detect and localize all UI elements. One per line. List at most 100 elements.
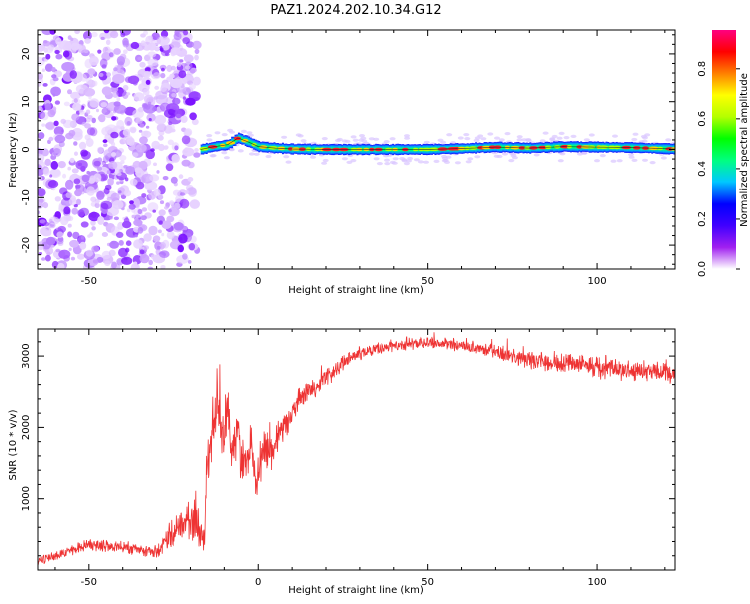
colorbar-tick-label: 0.6 <box>697 111 708 127</box>
noise-speckle <box>128 203 136 210</box>
noise-speckle <box>88 95 92 100</box>
noise-speckle <box>51 67 56 73</box>
noise-speckle <box>86 127 96 136</box>
noise-speckle <box>38 245 44 251</box>
noise-speckle <box>87 234 91 238</box>
noise-speckle <box>92 80 98 87</box>
noise-speckle <box>116 119 125 130</box>
noise-speckle <box>78 110 85 115</box>
noise-speckle <box>100 102 108 108</box>
noise-speckle <box>125 240 132 246</box>
noise-speckle <box>153 188 161 197</box>
noise-speckle <box>178 233 188 244</box>
ridge-halo <box>551 134 558 139</box>
noise-speckle <box>152 209 156 213</box>
x-tick-label: -50 <box>81 577 97 588</box>
noise-speckle <box>91 226 96 231</box>
ridge-halo <box>321 137 328 141</box>
noise-speckle <box>43 221 50 227</box>
noise-speckle <box>96 166 103 171</box>
noise-speckle <box>67 166 71 171</box>
noise-speckle <box>123 134 134 145</box>
noise-speckle <box>65 179 74 190</box>
x-tick-label: 50 <box>421 577 434 588</box>
noise-speckle <box>100 200 113 210</box>
noise-speckle <box>183 54 194 63</box>
ridge-halo <box>660 156 667 160</box>
noise-speckle <box>42 202 49 209</box>
ridge-halo <box>321 161 328 165</box>
snr-y-label: SNR (10 * v/v) <box>8 409 19 480</box>
noise-speckle <box>54 49 60 55</box>
noise-speckle <box>181 135 191 145</box>
noise-speckle <box>134 234 138 238</box>
noise-speckle <box>188 243 196 251</box>
colorbar-tick-label: 0.0 <box>697 261 708 277</box>
noise-speckle <box>182 30 189 36</box>
colorbar-tick-label: 0.8 <box>697 61 708 77</box>
noise-speckle <box>139 123 145 129</box>
ridge-halo <box>437 138 444 142</box>
noise-speckle <box>160 72 166 79</box>
ridge-halo <box>474 155 481 159</box>
ridge-halo <box>433 159 440 163</box>
noise-speckle <box>97 115 102 121</box>
noise-speckle <box>68 129 76 137</box>
noise-speckle <box>90 196 97 202</box>
noise-speckle <box>54 196 61 202</box>
noise-speckle <box>92 259 98 264</box>
noise-speckle <box>69 239 79 248</box>
ridge-halo <box>480 137 487 141</box>
ridge-halo <box>610 159 617 163</box>
noise-speckle <box>189 199 200 209</box>
y-tick-label: -10 <box>21 189 32 205</box>
ridge-halo <box>404 134 410 138</box>
noise-speckle <box>193 152 201 158</box>
ridge-halo <box>549 137 556 142</box>
snr-frame <box>37 328 676 571</box>
noise-speckle <box>52 148 62 157</box>
ridge-halo <box>392 157 399 161</box>
noise-speckle <box>97 49 102 54</box>
noise-speckle <box>38 132 45 140</box>
ridge-halo <box>441 154 447 159</box>
ridge-halo <box>511 156 518 160</box>
noise-speckle <box>65 192 73 199</box>
noise-speckle <box>134 167 143 174</box>
noise-speckle <box>88 211 100 222</box>
noise-speckle <box>57 161 66 169</box>
noise-speckle <box>120 32 126 38</box>
noise-speckle <box>79 241 87 250</box>
noise-speckle <box>74 43 83 50</box>
noise-speckle <box>49 169 61 179</box>
noise-speckle <box>140 215 147 221</box>
noise-speckle <box>143 130 149 136</box>
noise-speckle <box>137 227 144 234</box>
ridge-halo <box>498 138 505 142</box>
noise-speckle <box>85 138 94 147</box>
noise-speckle <box>164 205 169 210</box>
noise-speckle <box>67 215 74 222</box>
noise-speckle <box>168 121 173 126</box>
ridge-halo <box>446 133 453 137</box>
noise-speckle <box>85 77 93 85</box>
noise-speckle <box>156 123 167 133</box>
noise-speckle <box>178 70 187 79</box>
noise-speckle <box>137 56 143 61</box>
noise-speckle <box>121 256 133 265</box>
noise-speckle <box>78 141 87 150</box>
x-tick-label: 100 <box>588 577 607 588</box>
noise-speckle <box>45 236 56 246</box>
ridge-halo <box>496 154 503 159</box>
ridge-halo <box>628 155 635 159</box>
signal-ridge-layer <box>199 128 675 166</box>
noise-speckle <box>148 35 154 41</box>
noise-speckle <box>154 114 167 125</box>
noise-speckle <box>74 189 82 197</box>
noise-speckle <box>87 68 96 75</box>
ridge-halo <box>570 134 577 138</box>
noise-speckle <box>158 209 166 216</box>
noise-speckle <box>74 151 78 156</box>
noise-speckle <box>63 206 71 215</box>
